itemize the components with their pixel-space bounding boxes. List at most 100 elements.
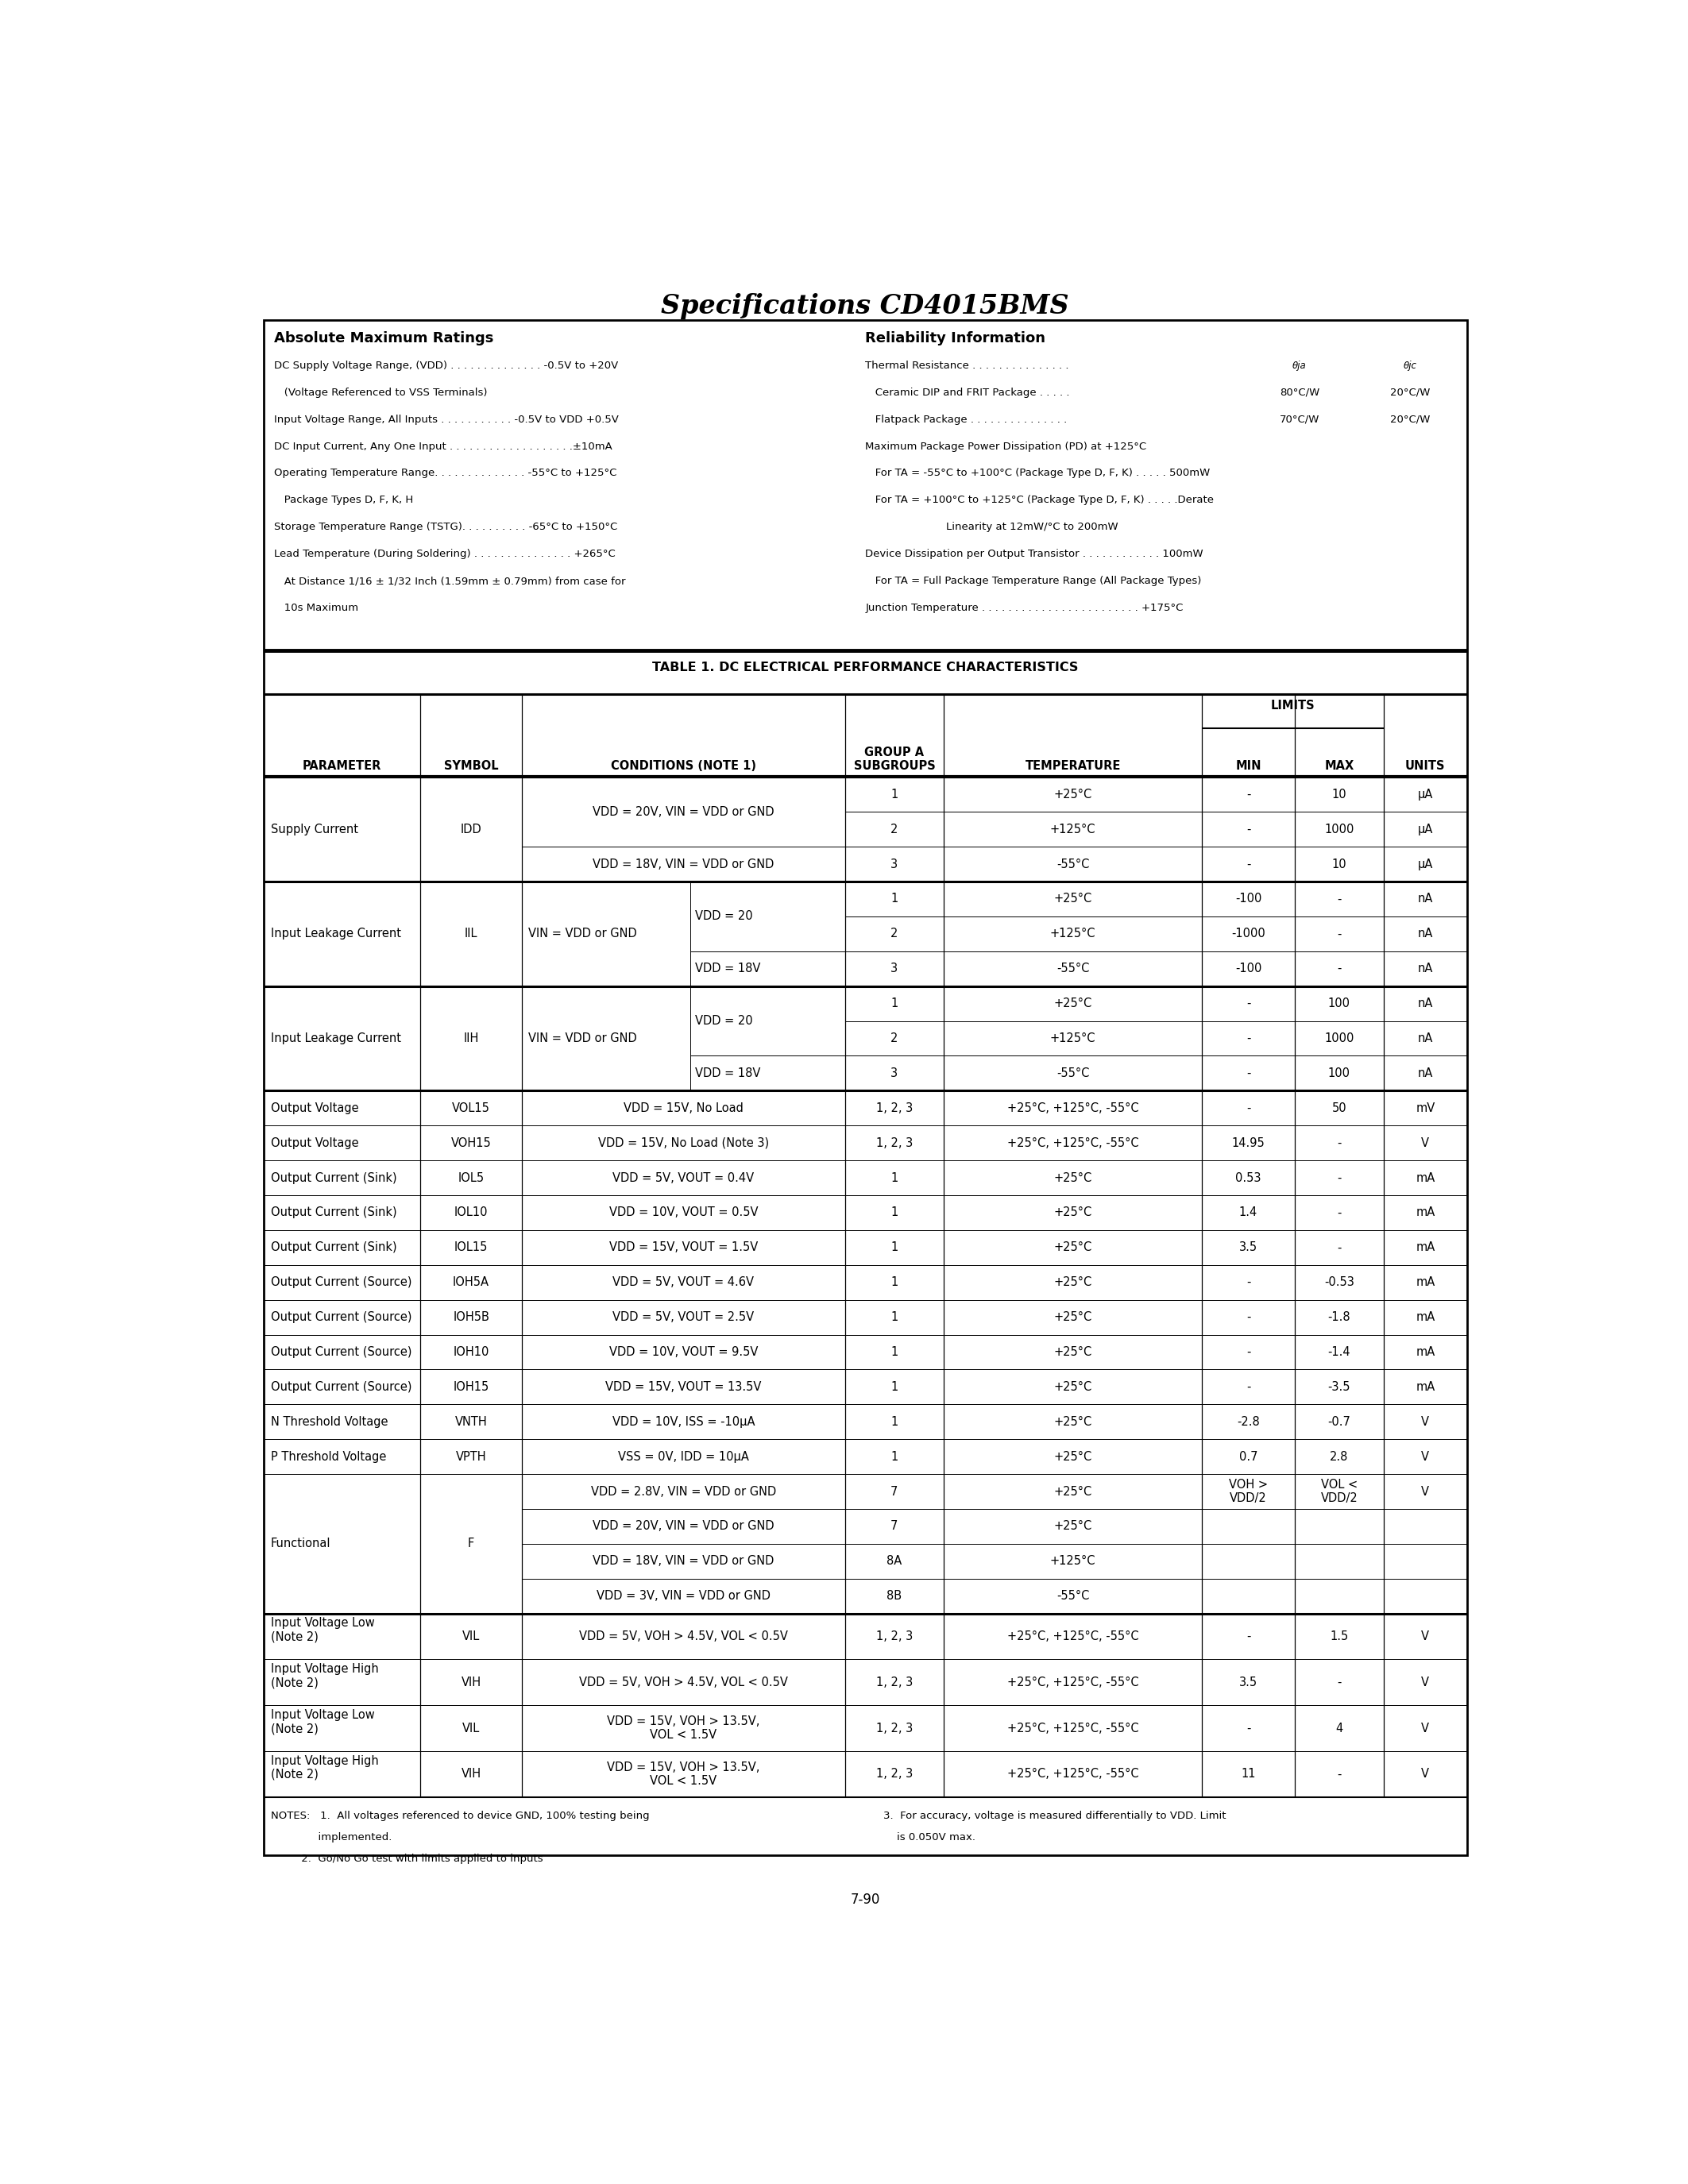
Text: 1: 1 <box>891 788 898 799</box>
Text: Operating Temperature Range. . . . . . . . . . . . . . -55°C to +125°C: Operating Temperature Range. . . . . . .… <box>275 467 618 478</box>
Text: 4: 4 <box>1335 1723 1344 1734</box>
Text: 1: 1 <box>891 1415 898 1428</box>
Text: +25°C: +25°C <box>1053 1173 1092 1184</box>
Text: 10s Maximum: 10s Maximum <box>275 603 360 614</box>
Text: +25°C, +125°C, -55°C: +25°C, +125°C, -55°C <box>1008 1103 1139 1114</box>
Text: mA: mA <box>1416 1310 1435 1324</box>
Text: -: - <box>1337 1138 1342 1149</box>
Text: IDD: IDD <box>461 823 481 834</box>
Text: -55°C: -55°C <box>1057 1068 1089 1079</box>
Text: VDD = 18V: VDD = 18V <box>695 1068 760 1079</box>
Text: 2.8: 2.8 <box>1330 1450 1349 1463</box>
Text: -1.8: -1.8 <box>1328 1310 1350 1324</box>
Text: 3: 3 <box>891 1068 898 1079</box>
Text: 1: 1 <box>891 1275 898 1289</box>
Text: V: V <box>1421 1415 1430 1428</box>
Text: 80°C/W: 80°C/W <box>1280 387 1320 397</box>
Text: +25°C: +25°C <box>1053 1275 1092 1289</box>
Text: VDD = 20V, VIN = VDD or GND: VDD = 20V, VIN = VDD or GND <box>592 1520 775 1533</box>
Text: 1, 2, 3: 1, 2, 3 <box>876 1723 913 1734</box>
Text: (Voltage Referenced to VSS Terminals): (Voltage Referenced to VSS Terminals) <box>275 387 488 397</box>
Text: -: - <box>1337 893 1342 904</box>
Text: 1: 1 <box>891 998 898 1009</box>
Text: -55°C: -55°C <box>1057 1590 1089 1603</box>
Text: -: - <box>1246 1103 1251 1114</box>
Text: +25°C: +25°C <box>1053 998 1092 1009</box>
Text: 2: 2 <box>891 823 898 834</box>
Text: GROUP A
SUBGROUPS: GROUP A SUBGROUPS <box>854 747 935 773</box>
Text: V: V <box>1421 1769 1430 1780</box>
Text: VDD = 5V, VOH > 4.5V, VOL < 0.5V: VDD = 5V, VOH > 4.5V, VOL < 0.5V <box>579 1631 788 1642</box>
Text: +25°C: +25°C <box>1053 1380 1092 1393</box>
Text: VOL15: VOL15 <box>452 1103 490 1114</box>
Text: MAX: MAX <box>1325 760 1354 773</box>
Text: VDD = 15V, No Load: VDD = 15V, No Load <box>623 1103 743 1114</box>
Text: Absolute Maximum Ratings: Absolute Maximum Ratings <box>275 332 495 345</box>
Text: IIL: IIL <box>464 928 478 939</box>
Text: VDD = 5V, VOH > 4.5V, VOL < 0.5V: VDD = 5V, VOH > 4.5V, VOL < 0.5V <box>579 1677 788 1688</box>
Text: Ceramic DIP and FRIT Package . . . . .: Ceramic DIP and FRIT Package . . . . . <box>866 387 1070 397</box>
Text: 1000: 1000 <box>1325 1033 1354 1044</box>
Text: IOH10: IOH10 <box>452 1345 490 1358</box>
Text: 20°C/W: 20°C/W <box>1391 415 1430 424</box>
Text: NOTES:   1.  All voltages referenced to device GND, 100% testing being: NOTES: 1. All voltages referenced to dev… <box>270 1811 650 1821</box>
Text: 11: 11 <box>1241 1769 1256 1780</box>
Text: IOL5: IOL5 <box>457 1173 484 1184</box>
Text: 1, 2, 3: 1, 2, 3 <box>876 1103 913 1114</box>
Text: -: - <box>1246 1033 1251 1044</box>
Text: At Distance 1/16 ± 1/32 Inch (1.59mm ± 0.79mm) from case for: At Distance 1/16 ± 1/32 Inch (1.59mm ± 0… <box>275 577 626 585</box>
Text: VDD = 18V, VIN = VDD or GND: VDD = 18V, VIN = VDD or GND <box>592 1555 775 1568</box>
Text: Device Dissipation per Output Transistor . . . . . . . . . . . . 100mW: Device Dissipation per Output Transistor… <box>866 548 1204 559</box>
Text: VDD = 20: VDD = 20 <box>695 1016 753 1026</box>
Text: 20°C/W: 20°C/W <box>1391 387 1430 397</box>
Text: Output Current (Source): Output Current (Source) <box>270 1310 412 1324</box>
Text: SYMBOL: SYMBOL <box>444 760 498 773</box>
Text: +25°C, +125°C, -55°C: +25°C, +125°C, -55°C <box>1008 1769 1139 1780</box>
Text: IOH5B: IOH5B <box>452 1310 490 1324</box>
Text: -100: -100 <box>1236 963 1261 974</box>
Text: VDD = 10V, VOUT = 0.5V: VDD = 10V, VOUT = 0.5V <box>609 1208 758 1219</box>
Text: VDD = 15V, VOH > 13.5V,
VOL < 1.5V: VDD = 15V, VOH > 13.5V, VOL < 1.5V <box>608 1714 760 1741</box>
Text: DC Input Current, Any One Input . . . . . . . . . . . . . . . . . . .±10mA: DC Input Current, Any One Input . . . . … <box>275 441 613 452</box>
Text: VDD = 5V, VOUT = 4.6V: VDD = 5V, VOUT = 4.6V <box>613 1275 755 1289</box>
Text: -: - <box>1337 1241 1342 1254</box>
Text: mA: mA <box>1416 1275 1435 1289</box>
Text: +25°C: +25°C <box>1053 1520 1092 1533</box>
Text: VDD = 3V, VIN = VDD or GND: VDD = 3V, VIN = VDD or GND <box>596 1590 770 1603</box>
Text: VDD = 20: VDD = 20 <box>695 911 753 922</box>
Text: Lead Temperature (During Soldering) . . . . . . . . . . . . . . . +265°C: Lead Temperature (During Soldering) . . … <box>275 548 616 559</box>
Text: +25°C: +25°C <box>1053 1450 1092 1463</box>
Text: 8B: 8B <box>886 1590 901 1603</box>
Text: Input Leakage Current: Input Leakage Current <box>270 928 402 939</box>
Text: +125°C: +125°C <box>1050 928 1096 939</box>
Text: -: - <box>1246 788 1251 799</box>
Text: mA: mA <box>1416 1208 1435 1219</box>
Text: 0.53: 0.53 <box>1236 1173 1261 1184</box>
Text: VDD = 5V, VOUT = 2.5V: VDD = 5V, VOUT = 2.5V <box>613 1310 755 1324</box>
Text: +25°C, +125°C, -55°C: +25°C, +125°C, -55°C <box>1008 1677 1139 1688</box>
Text: +25°C: +25°C <box>1053 1310 1092 1324</box>
Text: Output Current (Source): Output Current (Source) <box>270 1275 412 1289</box>
Text: Input Voltage Low
(Note 2): Input Voltage Low (Note 2) <box>270 1616 375 1642</box>
Text: -: - <box>1337 1769 1342 1780</box>
Text: VIN = VDD or GND: VIN = VDD or GND <box>528 928 636 939</box>
Text: V: V <box>1421 1450 1430 1463</box>
Text: V: V <box>1421 1138 1430 1149</box>
Text: Input Voltage Low
(Note 2): Input Voltage Low (Note 2) <box>270 1708 375 1734</box>
Text: 10: 10 <box>1332 858 1347 869</box>
Text: 7: 7 <box>891 1485 898 1498</box>
Text: VDD = 15V, VOUT = 13.5V: VDD = 15V, VOUT = 13.5V <box>606 1380 761 1393</box>
Text: +125°C: +125°C <box>1050 823 1096 834</box>
Text: Input Voltage Range, All Inputs . . . . . . . . . . . -0.5V to VDD +0.5V: Input Voltage Range, All Inputs . . . . … <box>275 415 619 424</box>
Text: 1: 1 <box>891 1450 898 1463</box>
Text: Input Voltage High
(Note 2): Input Voltage High (Note 2) <box>270 1662 378 1688</box>
Text: 100: 100 <box>1328 998 1350 1009</box>
Text: Output Current (Sink): Output Current (Sink) <box>270 1208 397 1219</box>
Text: 2: 2 <box>891 928 898 939</box>
Text: +25°C: +25°C <box>1053 1415 1092 1428</box>
Text: implemented.: implemented. <box>270 1832 392 1841</box>
Text: +25°C: +25°C <box>1053 1485 1092 1498</box>
Text: Package Types D, F, K, H: Package Types D, F, K, H <box>275 496 414 505</box>
Text: CONDITIONS (NOTE 1): CONDITIONS (NOTE 1) <box>611 760 756 773</box>
Text: +125°C: +125°C <box>1050 1033 1096 1044</box>
